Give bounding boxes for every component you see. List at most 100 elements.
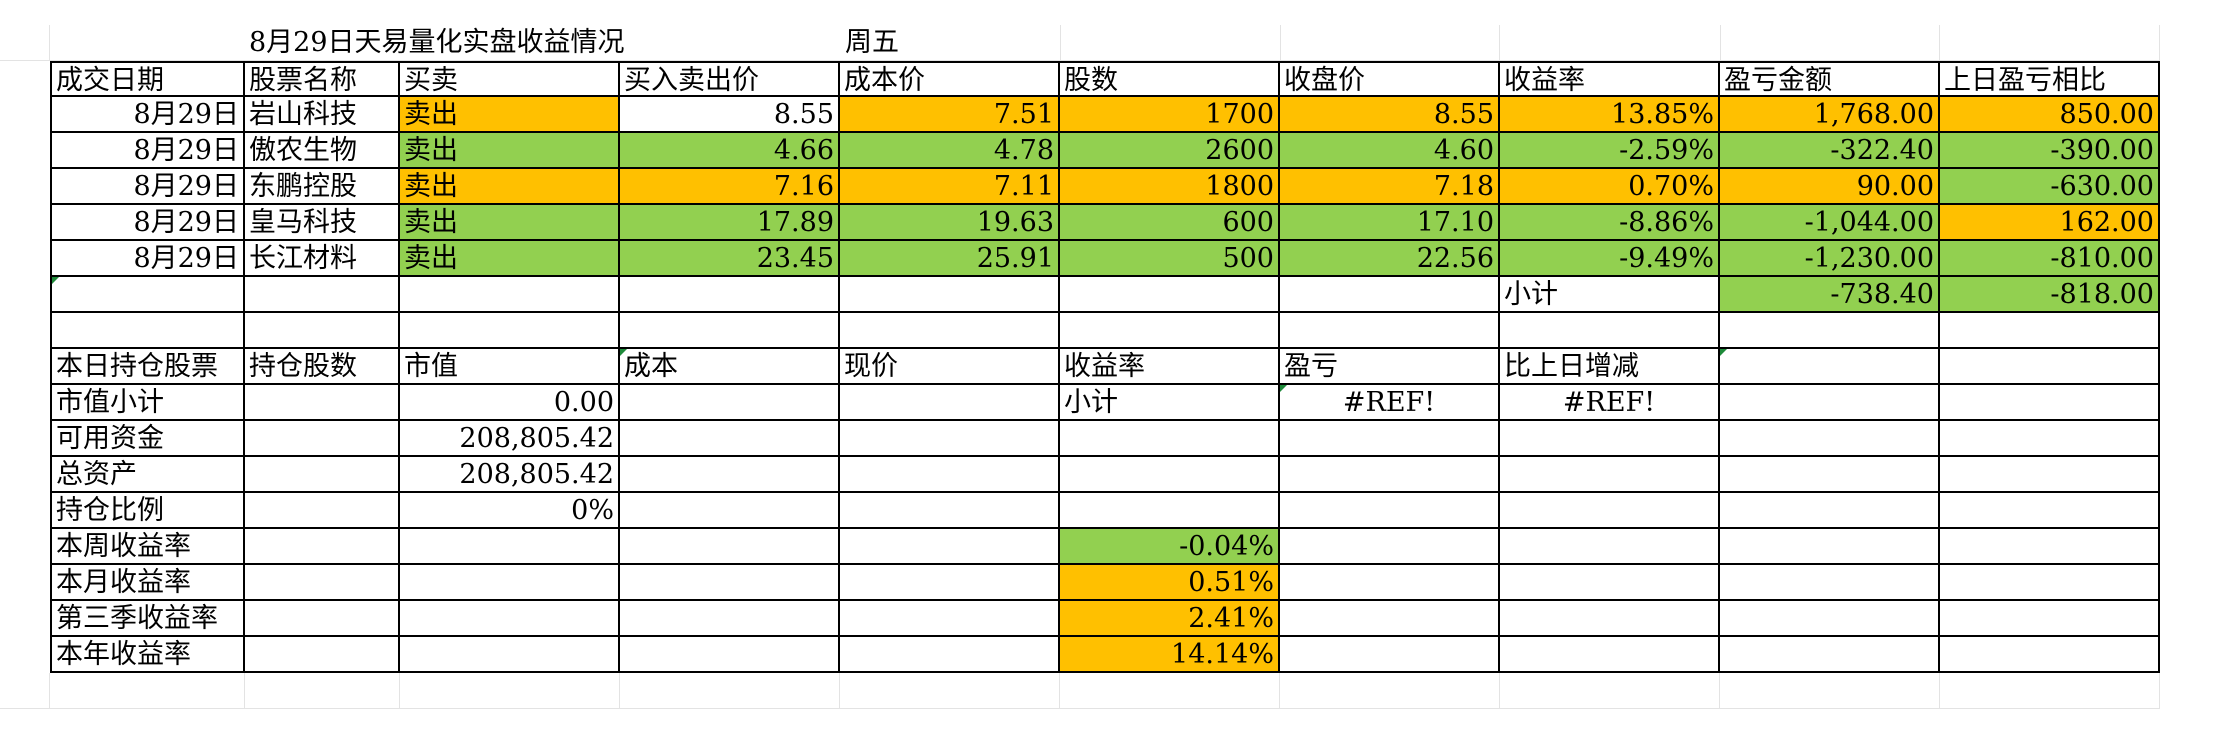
header-holding-stock[interactable]: 本日持仓股票 — [50, 349, 245, 385]
pnl-amount[interactable]: 90.00 — [1720, 169, 1940, 205]
cell[interactable] — [50, 25, 245, 61]
cell[interactable] — [1940, 637, 2160, 673]
subtotal-label[interactable]: 小计 — [1500, 277, 1720, 313]
cell[interactable] — [620, 601, 840, 637]
trade-date[interactable]: 8月29日 — [50, 205, 245, 241]
pnl-amount[interactable]: 1,768.00 — [1720, 97, 1940, 133]
cell[interactable] — [1720, 349, 1940, 385]
cell[interactable] — [1720, 421, 1940, 457]
cell[interactable] — [1940, 457, 2160, 493]
cell[interactable] — [840, 601, 1060, 637]
trade-date[interactable]: 8月29日 — [50, 97, 245, 133]
cell[interactable] — [620, 565, 840, 601]
market-value-amount[interactable]: 0.00 — [400, 385, 620, 421]
cell[interactable] — [840, 385, 1060, 421]
cell[interactable] — [840, 277, 1060, 313]
cell[interactable] — [400, 673, 620, 709]
position-ratio-value[interactable]: 0% — [400, 493, 620, 529]
cell[interactable] — [620, 385, 840, 421]
cell[interactable] — [1721, 25, 1940, 61]
quarterly-return-value[interactable]: 2.41% — [1060, 601, 1280, 637]
cell[interactable] — [1940, 673, 2160, 709]
cell[interactable] — [620, 673, 840, 709]
cell[interactable] — [1720, 673, 1940, 709]
cell[interactable] — [1280, 421, 1500, 457]
buy-sell[interactable]: 卖出 — [400, 241, 620, 277]
pnl-amount[interactable]: -322.40 — [1720, 133, 1940, 169]
trade-date[interactable]: 8月29日 — [50, 241, 245, 277]
cell[interactable] — [245, 493, 400, 529]
market-value-label[interactable]: 市值小计 — [50, 385, 245, 421]
close-price[interactable]: 8.55 — [1280, 97, 1500, 133]
cell[interactable] — [1500, 457, 1720, 493]
cell[interactable] — [1500, 565, 1720, 601]
cell[interactable] — [620, 457, 840, 493]
cell[interactable] — [0, 673, 50, 709]
stock-name[interactable]: 傲农生物 — [245, 133, 400, 169]
vs-prev[interactable]: -810.00 — [1940, 241, 2160, 277]
cell[interactable] — [1280, 565, 1500, 601]
cell[interactable] — [1280, 529, 1500, 565]
header-cost[interactable]: 成本 — [620, 349, 840, 385]
header-pnl[interactable]: 盈亏金额 — [1720, 61, 1940, 97]
vs-prev[interactable]: 850.00 — [1940, 97, 2160, 133]
cell[interactable] — [840, 313, 1060, 349]
trade-date[interactable]: 8月29日 — [50, 133, 245, 169]
shares[interactable]: 500 — [1060, 241, 1280, 277]
cell[interactable] — [245, 565, 400, 601]
cell[interactable] — [1720, 637, 1940, 673]
weekly-return-value[interactable]: -0.04% — [1060, 529, 1280, 565]
monthly-return-value[interactable]: 0.51% — [1060, 565, 1280, 601]
cell[interactable] — [1720, 385, 1940, 421]
vs-prev[interactable]: -390.00 — [1940, 133, 2160, 169]
cell[interactable] — [245, 457, 400, 493]
cell[interactable] — [840, 565, 1060, 601]
available-funds-value[interactable]: 208,805.42 — [400, 421, 620, 457]
cell[interactable] — [1280, 313, 1500, 349]
header-trade-date[interactable]: 成交日期 — [50, 61, 245, 97]
cell[interactable] — [1060, 673, 1280, 709]
cell[interactable] — [0, 25, 50, 61]
cell[interactable] — [1720, 565, 1940, 601]
trade-price[interactable]: 17.89 — [620, 205, 840, 241]
cell[interactable] — [400, 565, 620, 601]
cell[interactable] — [245, 529, 400, 565]
total-assets-label[interactable]: 总资产 — [50, 457, 245, 493]
return-rate[interactable]: 13.85% — [1500, 97, 1720, 133]
header-change[interactable]: 比上日增减 — [1500, 349, 1720, 385]
cell[interactable] — [620, 493, 840, 529]
header-trade-price[interactable]: 买入卖出价 — [620, 61, 840, 97]
buy-sell[interactable]: 卖出 — [400, 205, 620, 241]
cell[interactable] — [1940, 385, 2160, 421]
yearly-return-value[interactable]: 14.14% — [1060, 637, 1280, 673]
cell[interactable] — [400, 313, 620, 349]
position-ratio-label[interactable]: 持仓比例 — [50, 493, 245, 529]
cell[interactable] — [1500, 313, 1720, 349]
cell[interactable] — [50, 277, 245, 313]
stock-name[interactable]: 东鹏控股 — [245, 169, 400, 205]
header-stock-name[interactable]: 股票名称 — [245, 61, 400, 97]
cell[interactable] — [1720, 493, 1940, 529]
header-shares[interactable]: 股数 — [1060, 61, 1280, 97]
cell[interactable] — [620, 529, 840, 565]
cell[interactable] — [840, 421, 1060, 457]
return-rate[interactable]: -2.59% — [1500, 133, 1720, 169]
stock-name[interactable]: 长江材料 — [245, 241, 400, 277]
cell[interactable] — [840, 637, 1060, 673]
cell[interactable] — [1500, 529, 1720, 565]
buy-sell[interactable]: 卖出 — [400, 133, 620, 169]
trade-price[interactable]: 8.55 — [620, 97, 840, 133]
cell[interactable] — [1720, 457, 1940, 493]
cell[interactable] — [400, 277, 620, 313]
vs-prev[interactable]: 162.00 — [1940, 205, 2160, 241]
close-price[interactable]: 7.18 — [1280, 169, 1500, 205]
header-market-value[interactable]: 市值 — [400, 349, 620, 385]
cell[interactable] — [1060, 457, 1280, 493]
cell[interactable] — [245, 673, 400, 709]
cell[interactable] — [245, 313, 400, 349]
positions-change[interactable]: #REF! — [1500, 385, 1720, 421]
cell[interactable] — [840, 493, 1060, 529]
cell[interactable] — [1940, 421, 2160, 457]
cell[interactable] — [245, 277, 400, 313]
cell[interactable] — [840, 529, 1060, 565]
